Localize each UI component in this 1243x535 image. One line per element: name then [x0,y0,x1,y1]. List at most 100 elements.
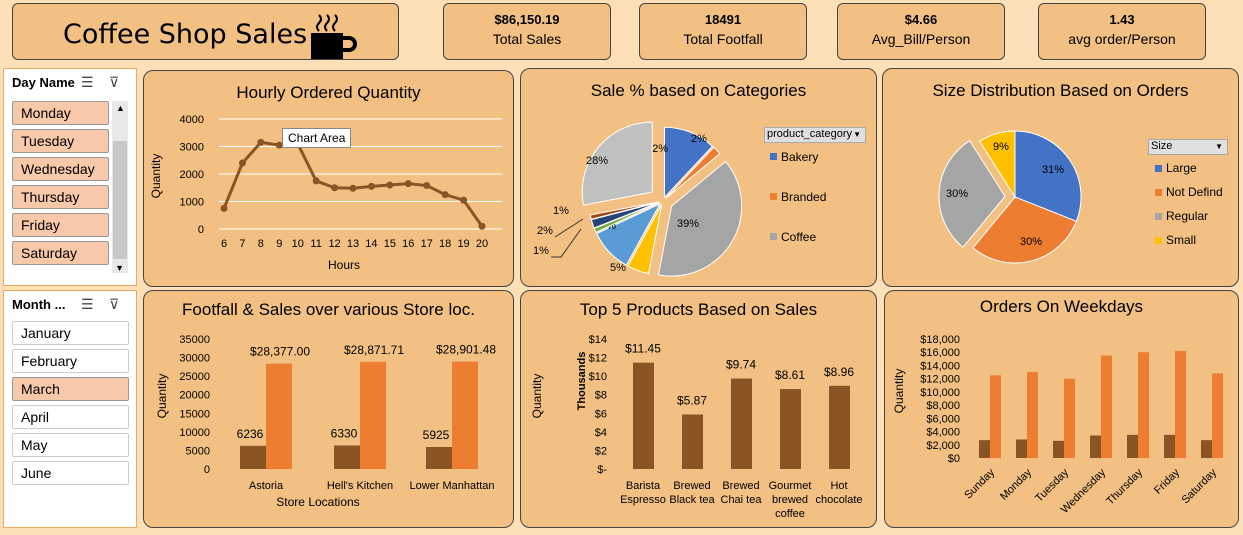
bar [1164,434,1175,458]
bar [1053,440,1064,458]
slicer-item-february[interactable]: February [12,349,129,373]
slicer-scrollbar[interactable]: ▲ [112,101,128,273]
y-tick-label: $18,000 [920,334,960,346]
data-label: $11.45 [625,342,661,356]
legend-label: Regular [1166,209,1208,223]
slicer-item-may[interactable]: May [12,433,129,457]
x-axis-label: Store Locations [276,495,359,509]
data-point [441,191,449,199]
x-tick-label: Monday [998,466,1035,503]
multi-select-icon[interactable]: ☰ [81,74,94,90]
x-tick-label: 7 [239,238,245,250]
legend-swatch [1155,165,1162,172]
x-tick-label: Astoria [249,480,284,492]
y-tick-label: $6 [595,408,607,420]
data-point [331,184,339,192]
legend-swatch [770,153,777,160]
y-tick-label: $8 [595,390,607,402]
category-pie-panel[interactable]: Sale % based on Categories 12%2%39%5%10%… [520,68,877,287]
x-tick-label: Chai tea [721,494,763,506]
dropdown-arrow-icon[interactable]: ▼ [853,130,861,139]
data-point [238,159,246,167]
scroll-thumb[interactable] [113,141,127,259]
leader-line [551,228,582,258]
bar [979,440,990,458]
slice-label: 2% [691,133,707,145]
pie-slice [581,121,653,206]
kpi-label: Avg_Bill/Person [871,31,971,47]
legend-header: Size [1151,140,1173,152]
x-tick-label: Gourmet [769,480,812,492]
series-line [222,140,484,228]
weekdays-chart-panel[interactable]: Orders On Weekdays $0 $2,000 $4,000 $6,000 $… [884,290,1239,528]
y-axis-label: Quantity [530,374,544,419]
clear-filter-icon[interactable]: ⊽ [109,74,120,90]
kpi-avg-bill: $4.66 Avg_Bill/Person [837,3,1005,60]
slicer-item-june[interactable]: June [12,461,129,485]
slice-label: 31% [1042,164,1064,176]
slicer-item-saturday[interactable]: Saturday [12,241,109,265]
y-tick-label: $16,000 [920,347,960,359]
multi-select-icon[interactable]: ☰ [81,296,94,312]
slicer-item-friday[interactable]: Friday [12,213,109,237]
legend-swatch [770,233,777,240]
kpi-label: Total Footfall [683,31,763,47]
x-tick-label: 8 [258,238,264,250]
dashboard-title: Coffee Shop Sales [63,19,308,50]
dropdown-arrow-icon[interactable]: ▼ [1215,142,1223,151]
y-tick-label: 1000 [180,197,204,209]
y-axis-label: Quantity [155,374,169,419]
footfall-chart-panel[interactable]: Footfall & Sales over various Store loc.… [143,290,514,528]
x-tick-label: 15 [384,238,396,250]
scroll-up-icon[interactable]: ▲ [116,103,125,113]
product-category-filter[interactable]: product_category ▼ [764,127,866,143]
x-tick-label: Black tea [669,494,715,506]
slicer-item-tuesday[interactable]: Tuesday [12,129,109,153]
slicer-item-january[interactable]: January [12,321,129,345]
slicer-item-march[interactable]: March [12,377,129,401]
x-tick-label: chocolate [815,494,862,506]
y-axis-label: Quantity [892,369,906,414]
x-tick-label: Sunday [962,466,997,501]
x-axis-label: Hours [328,258,360,272]
slice-label: 28% [586,155,608,167]
size-pie-panel[interactable]: Size Distribution Based on Orders 31% Lar… [882,68,1239,287]
bar [1212,373,1223,458]
x-tick-label: Espresso [620,494,666,506]
scroll-down-icon[interactable]: ▼ [115,263,124,273]
pie-slice [1014,130,1082,222]
data-label: 6236 [237,427,264,441]
kpi-value: 18491 [704,12,742,27]
x-tick-label: Friday [1152,466,1182,496]
clear-filter-icon[interactable]: ⊽ [109,296,120,312]
x-tick-label: Tuesday [1033,466,1071,504]
legend-label: Small [1166,233,1196,247]
y-tick-label: $4 [595,427,607,439]
chart-title: Orders On Weekdays [979,297,1144,316]
data-label: $5.87 [677,393,707,407]
pie-slice [663,126,714,199]
y-axis-units-label: Thousands [576,352,588,411]
footfall-chart: 0 5000 10000 15000 20000 25000 30000 35000 6236 $… [155,334,496,509]
x-tick-label: 9 [276,238,282,250]
pie-slice [657,160,743,277]
x-tick-label: 16 [402,238,414,250]
slicer-item-wednesday[interactable]: Wednesday [12,157,109,181]
data-point [460,196,468,204]
bar [731,378,752,469]
y-tick-label: 5000 [186,445,210,457]
bar [780,389,801,469]
y-tick-label: $10 [589,371,607,383]
x-tick-label: Thursday [1104,466,1145,507]
y-tick-label: 4000 [180,114,204,126]
slicer-item-april[interactable]: April [12,405,129,429]
hourly-chart-panel[interactable]: Hourly Ordered Quantity 0 1000 2000 3000 400… [143,70,514,287]
size-filter[interactable]: Size ▼ [1148,139,1228,155]
y-tick-label: 0 [198,224,204,236]
day-name-slicer: Day Name ☰ ⊽ Monday Tuesday Wednesday Th… [3,68,137,286]
top5-chart-panel[interactable]: Top 5 Products Based on Sales $- $2 $4 $6 $8… [520,290,877,528]
slicer-item-monday[interactable]: Monday [12,101,109,125]
chart-title: Top 5 Products Based on Sales [579,300,818,319]
slicer-item-thursday[interactable]: Thursday [12,185,109,209]
x-tick-label: 6 [221,238,227,250]
